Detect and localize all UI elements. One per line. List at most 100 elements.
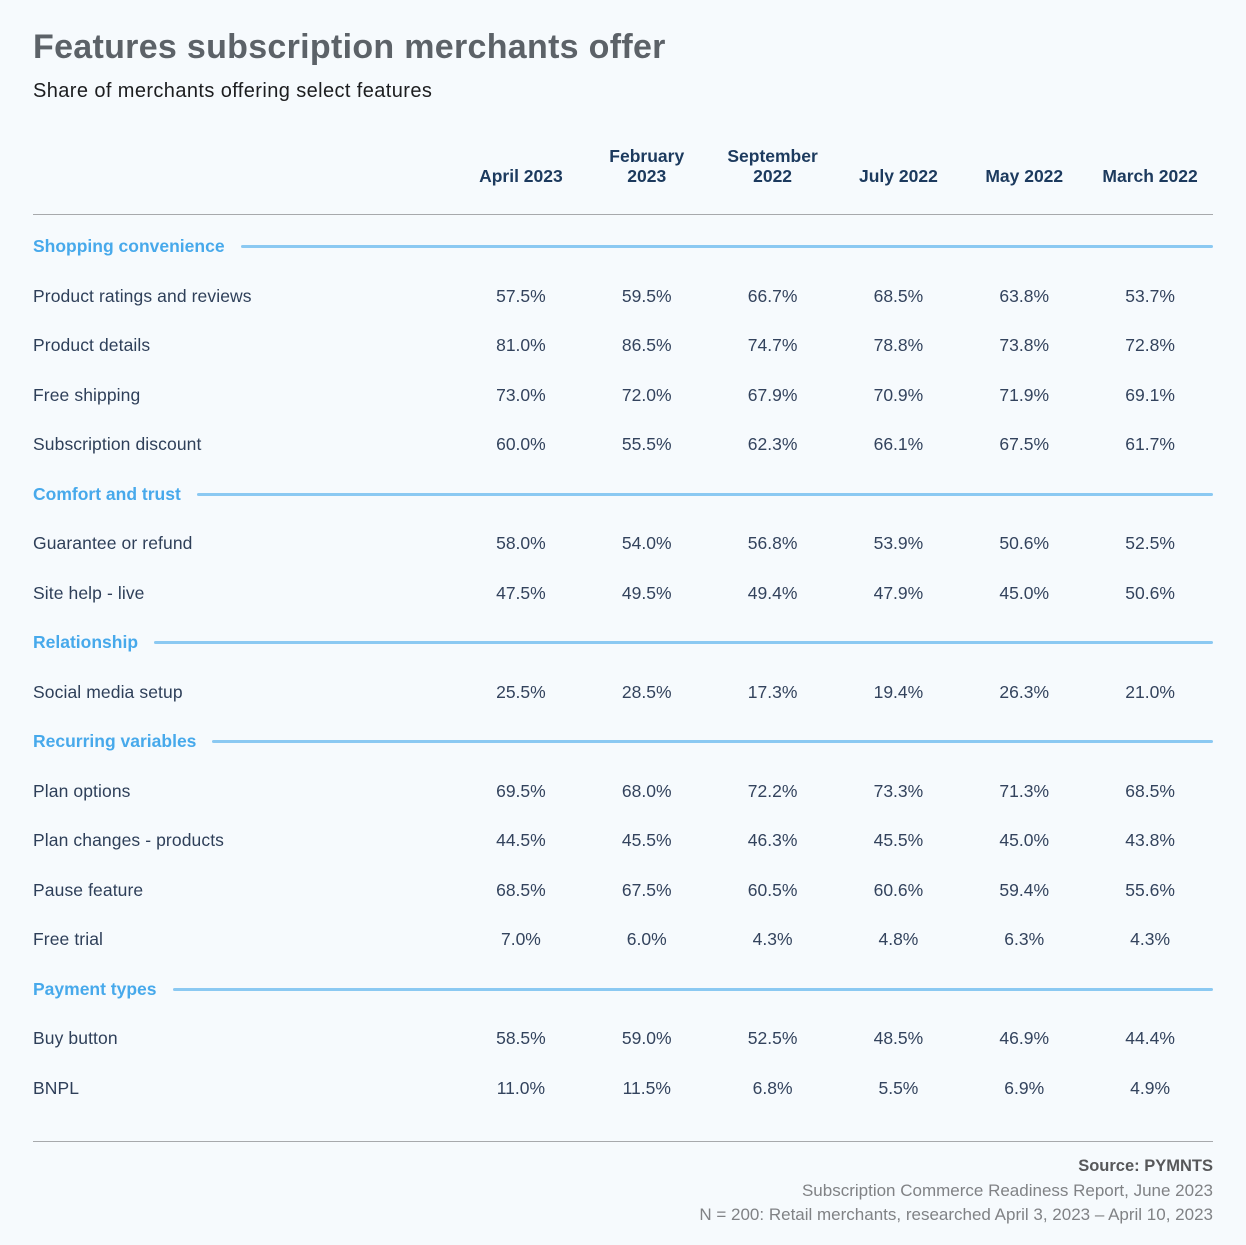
value-cell-3: 19.4% bbox=[873, 681, 924, 702]
value-cell-4: 45.0% bbox=[999, 830, 1050, 851]
feature-label: Subscription discount bbox=[33, 434, 202, 455]
table-row: Plan options 69.5% 68.0% 72.2% 73.3% 71.3% 68.… bbox=[33, 767, 1213, 817]
column-header-5: March 2022 bbox=[1102, 166, 1198, 187]
value-cell-0: 68.5% bbox=[496, 879, 546, 900]
value-cell-2: 60.5% bbox=[747, 879, 798, 900]
value-cell-1: 72.0% bbox=[621, 384, 672, 405]
value-cell-3: 78.8% bbox=[873, 335, 924, 356]
value-cell-5: 44.4% bbox=[1125, 1028, 1175, 1049]
feature-label: Guarantee or refund bbox=[33, 533, 193, 554]
value-cell-1: 49.5% bbox=[621, 582, 672, 603]
value-cell-2: 66.7% bbox=[747, 285, 798, 306]
value-cell-5: 72.8% bbox=[1125, 335, 1175, 356]
footer-sample-line: N = 200: Retail merchants, researched Ap… bbox=[699, 1205, 1213, 1224]
source-label: Source: PYMNTS bbox=[1078, 1157, 1213, 1175]
value-cell-0: 69.5% bbox=[496, 780, 546, 801]
value-cell-3: 66.1% bbox=[873, 434, 924, 455]
value-cell-4: 63.8% bbox=[999, 285, 1050, 306]
table-row: Pause feature 68.5% 67.5% 60.5% 60.6% 59.4% 55… bbox=[33, 866, 1213, 916]
value-cell-3: 53.9% bbox=[873, 533, 924, 554]
value-cell-4: 50.6% bbox=[999, 533, 1050, 554]
table-row: Product ratings and reviews 57.5% 59.5% 66.… bbox=[33, 272, 1213, 322]
value-cell-1: 68.0% bbox=[621, 780, 672, 801]
feature-label: Buy button bbox=[33, 1028, 118, 1049]
value-cell-4: 6.9% bbox=[1004, 1077, 1045, 1098]
table-row: Free trial 7.0% 6.0% 4.3% 4.8% 6.3% 4.3% bbox=[33, 915, 1213, 965]
value-cell-4: 71.9% bbox=[999, 384, 1050, 405]
table-row: Site help - live 47.5% 49.5% 49.4% 47.9% 45.0… bbox=[33, 569, 1213, 619]
value-cell-4: 46.9% bbox=[999, 1028, 1050, 1049]
value-cell-5: 53.7% bbox=[1125, 285, 1175, 306]
section-underline bbox=[172, 987, 1213, 991]
column-headers: April 2023 February 2023 September 2022 Jul… bbox=[33, 139, 1213, 187]
value-cell-3: 73.3% bbox=[873, 780, 924, 801]
value-cell-2: 74.7% bbox=[747, 335, 798, 356]
value-cell-5: 4.9% bbox=[1130, 1077, 1171, 1098]
value-cell-0: 60.0% bbox=[496, 434, 546, 455]
value-cell-1: 28.5% bbox=[621, 681, 672, 702]
value-cell-4: 45.0% bbox=[999, 582, 1050, 603]
section-title: Comfort and trust bbox=[33, 483, 181, 504]
feature-label: Pause feature bbox=[33, 879, 144, 900]
value-cell-1: 59.0% bbox=[621, 1028, 672, 1049]
value-cell-5: 61.7% bbox=[1125, 434, 1175, 455]
value-cell-4: 26.3% bbox=[999, 681, 1050, 702]
table-row: Free shipping 73.0% 72.0% 67.9% 70.9% 71.9% 69… bbox=[33, 371, 1213, 421]
value-cell-2: 17.3% bbox=[747, 681, 798, 702]
value-cell-5: 55.6% bbox=[1125, 879, 1175, 900]
value-cell-5: 68.5% bbox=[1125, 780, 1175, 801]
table-row: Guarantee or refund 58.0% 54.0% 56.8% 53.9% 5… bbox=[33, 519, 1213, 569]
value-cell-1: 55.5% bbox=[621, 434, 672, 455]
value-cell-4: 6.3% bbox=[1004, 929, 1045, 950]
value-cell-5: 21.0% bbox=[1125, 681, 1175, 702]
value-cell-1: 6.0% bbox=[626, 929, 667, 950]
value-cell-5: 52.5% bbox=[1125, 533, 1175, 554]
value-cell-2: 72.2% bbox=[747, 780, 798, 801]
section-title: Shopping convenience bbox=[33, 236, 225, 257]
section-header-1: Comfort and trust bbox=[33, 470, 1213, 520]
feature-label: Social media setup bbox=[33, 681, 183, 702]
value-cell-3: 60.6% bbox=[873, 879, 924, 900]
value-cell-3: 45.5% bbox=[873, 830, 924, 851]
value-cell-3: 70.9% bbox=[873, 384, 924, 405]
column-header-2: September 2022 bbox=[727, 145, 818, 187]
value-cell-0: 47.5% bbox=[496, 582, 546, 603]
value-cell-0: 58.5% bbox=[496, 1028, 546, 1049]
value-cell-2: 6.8% bbox=[752, 1077, 793, 1098]
value-cell-5: 4.3% bbox=[1130, 929, 1171, 950]
value-cell-3: 68.5% bbox=[873, 285, 924, 306]
value-cell-1: 11.5% bbox=[622, 1077, 671, 1098]
value-cell-1: 59.5% bbox=[621, 285, 672, 306]
value-cell-2: 52.5% bbox=[747, 1028, 798, 1049]
value-cell-2: 62.3% bbox=[747, 434, 798, 455]
section-underline bbox=[154, 641, 1213, 645]
page-title: Features subscription merchants offer bbox=[33, 28, 666, 66]
feature-label: Plan changes - products bbox=[33, 830, 225, 851]
value-cell-4: 59.4% bbox=[999, 879, 1050, 900]
bottom-divider bbox=[33, 1141, 1213, 1142]
feature-label: BNPL bbox=[33, 1077, 80, 1098]
table-row: Buy button 58.5% 59.0% 52.5% 48.5% 46.9% 44.4% bbox=[33, 1014, 1213, 1064]
section-title: Payment types bbox=[33, 978, 157, 999]
value-cell-3: 48.5% bbox=[873, 1028, 924, 1049]
section-header-4: Payment types bbox=[33, 965, 1213, 1015]
feature-label: Product details bbox=[33, 335, 151, 356]
footer: Source: PYMNTS Subscription Commerce Rea… bbox=[33, 1154, 1213, 1228]
value-cell-3: 5.5% bbox=[878, 1077, 919, 1098]
section-header-2: Relationship bbox=[33, 618, 1213, 668]
value-cell-1: 54.0% bbox=[621, 533, 672, 554]
value-cell-2: 56.8% bbox=[747, 533, 798, 554]
section-title: Relationship bbox=[33, 632, 139, 653]
features-table: Shopping convenience Product ratings and … bbox=[33, 222, 1213, 1113]
section-title: Recurring variables bbox=[33, 731, 197, 752]
value-cell-2: 67.9% bbox=[747, 384, 798, 405]
column-header-0: April 2023 bbox=[479, 166, 563, 187]
page-subtitle: Share of merchants offering select featu… bbox=[33, 80, 433, 102]
section-header-3: Recurring variables bbox=[33, 717, 1213, 767]
value-cell-5: 69.1% bbox=[1125, 384, 1175, 405]
value-cell-0: 11.0% bbox=[496, 1077, 546, 1098]
column-header-4: May 2022 bbox=[985, 166, 1064, 187]
top-divider bbox=[33, 214, 1213, 215]
footer-report-line: Subscription Commerce Readiness Report, … bbox=[801, 1180, 1213, 1200]
